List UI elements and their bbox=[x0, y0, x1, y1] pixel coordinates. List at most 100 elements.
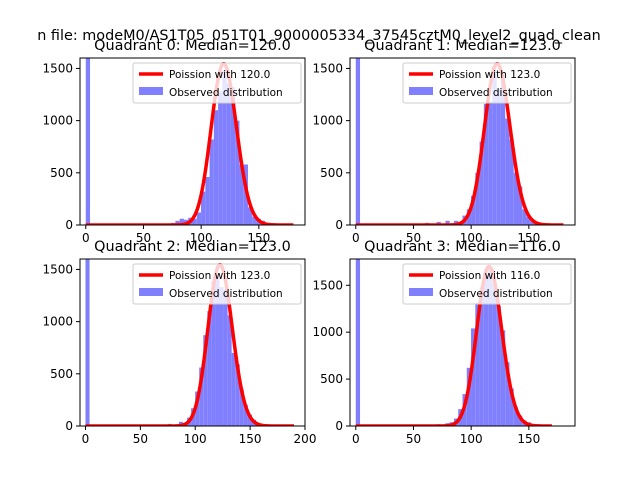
histogram-bar bbox=[230, 87, 236, 225]
histogram-bar bbox=[496, 89, 501, 225]
histogram-bar bbox=[192, 218, 197, 225]
histogram-bar bbox=[218, 91, 223, 225]
histogram-bar bbox=[513, 407, 518, 426]
y-tick-label: 0 bbox=[65, 419, 73, 433]
histogram-bar bbox=[243, 405, 248, 426]
x-tick-label: 150 bbox=[247, 231, 270, 245]
y-tick-label: 0 bbox=[65, 218, 73, 232]
y-tick-label: 1000 bbox=[312, 325, 343, 339]
x-tick-label: 100 bbox=[184, 432, 207, 446]
subplot-title: Quadrant 2: Median=123.0 bbox=[94, 239, 291, 255]
histogram-bar bbox=[355, 259, 361, 426]
x-tick-label: 50 bbox=[406, 231, 421, 245]
poisson-curve bbox=[355, 61, 565, 225]
histogram-bar bbox=[201, 191, 206, 225]
histogram-bar bbox=[509, 139, 514, 225]
histogram-bar bbox=[500, 330, 506, 426]
histogram-bar bbox=[219, 287, 224, 426]
histogram-bar bbox=[239, 164, 244, 225]
x-tick-label: 0 bbox=[82, 432, 90, 446]
subplot-title: Quadrant 0: Median=120.0 bbox=[94, 38, 291, 54]
subplot-title: Quadrant 1: Median=123.0 bbox=[364, 38, 561, 54]
legend-swatch-observed bbox=[139, 87, 163, 95]
histogram-bar bbox=[488, 101, 493, 225]
legend-swatch-observed bbox=[409, 288, 433, 296]
y-tick-label: 1500 bbox=[42, 61, 73, 75]
y-tick-label: 500 bbox=[50, 166, 73, 180]
histogram-bar bbox=[196, 212, 202, 225]
x-tick-label: 150 bbox=[517, 231, 540, 245]
histogram-bar bbox=[466, 367, 472, 426]
histogram-bar bbox=[355, 58, 361, 225]
x-tick-label: 50 bbox=[136, 231, 151, 245]
histogram-bar bbox=[199, 367, 204, 426]
y-tick-label: 500 bbox=[320, 372, 343, 386]
x-tick-label: 200 bbox=[294, 432, 317, 446]
histogram-bar bbox=[479, 287, 484, 426]
axes-frame bbox=[79, 258, 306, 427]
histogram-bar bbox=[500, 73, 506, 225]
legend-box bbox=[402, 263, 572, 305]
legend-label-observed: Observed distribution bbox=[169, 87, 283, 99]
legend: Poission with 120.0 Observed distribution bbox=[132, 62, 302, 104]
poisson-curve bbox=[84, 262, 295, 426]
y-tick-label: 500 bbox=[320, 166, 343, 180]
y-tick-label: 1000 bbox=[42, 315, 73, 329]
histogram-bar bbox=[85, 58, 91, 225]
legend-box bbox=[402, 62, 572, 104]
legend-label-poisson: Poission with 120.0 bbox=[169, 69, 270, 81]
histogram-bar bbox=[223, 289, 228, 426]
histogram-bar bbox=[227, 315, 232, 426]
legend-label-observed: Observed distribution bbox=[169, 288, 283, 300]
x-tick-label: 100 bbox=[460, 231, 483, 245]
histogram-bar bbox=[522, 209, 527, 225]
plot-area bbox=[84, 259, 295, 426]
legend-label-observed: Observed distribution bbox=[439, 288, 553, 300]
histogram-bar bbox=[518, 186, 523, 225]
legend-box bbox=[132, 62, 302, 104]
x-tick-label: 100 bbox=[460, 432, 483, 446]
y-tick-label: 1000 bbox=[42, 114, 73, 128]
subplot-title: Quadrant 3: Median=116.0 bbox=[364, 239, 561, 255]
histogram-bar bbox=[248, 207, 253, 225]
histogram-bar bbox=[492, 70, 497, 225]
histogram-bar bbox=[207, 311, 212, 426]
histogram-bar bbox=[471, 328, 476, 426]
poisson-curve bbox=[85, 61, 295, 225]
y-tick-label: 500 bbox=[50, 367, 73, 381]
histogram-bar bbox=[471, 195, 476, 225]
histogram-bar bbox=[252, 216, 257, 225]
x-tick-label: 0 bbox=[352, 432, 360, 446]
y-tick-label: 1500 bbox=[312, 278, 343, 292]
poisson-curve bbox=[355, 264, 553, 426]
histogram-bar bbox=[247, 414, 252, 426]
histogram-bar bbox=[222, 70, 227, 225]
histogram-bar bbox=[509, 388, 514, 426]
histogram-bar bbox=[475, 172, 480, 225]
histogram-bar bbox=[85, 259, 90, 426]
x-tick-label: 100 bbox=[190, 231, 213, 245]
histogram-bar bbox=[226, 83, 231, 225]
histogram-bar bbox=[203, 335, 208, 426]
x-tick-label: 0 bbox=[352, 231, 360, 245]
legend-box bbox=[132, 263, 302, 305]
histogram-bar bbox=[479, 141, 484, 225]
histogram-bar bbox=[492, 283, 497, 426]
histogram-bar bbox=[466, 209, 472, 225]
legend-label-poisson: Poission with 123.0 bbox=[169, 270, 270, 282]
axes-frame bbox=[349, 258, 576, 427]
histogram-bar bbox=[518, 415, 523, 426]
legend-label-poisson: Poission with 123.0 bbox=[439, 69, 540, 81]
x-tick-label: 50 bbox=[133, 432, 148, 446]
legend: Poission with 123.0 Observed distribution bbox=[132, 263, 302, 305]
legend-swatch-observed bbox=[409, 87, 433, 95]
histogram-bar bbox=[235, 120, 240, 225]
histogram-bar bbox=[530, 221, 536, 225]
x-tick-label: 50 bbox=[406, 432, 421, 446]
axes-frame bbox=[79, 57, 306, 226]
histogram-bar bbox=[505, 362, 510, 426]
x-tick-label: 150 bbox=[517, 432, 540, 446]
